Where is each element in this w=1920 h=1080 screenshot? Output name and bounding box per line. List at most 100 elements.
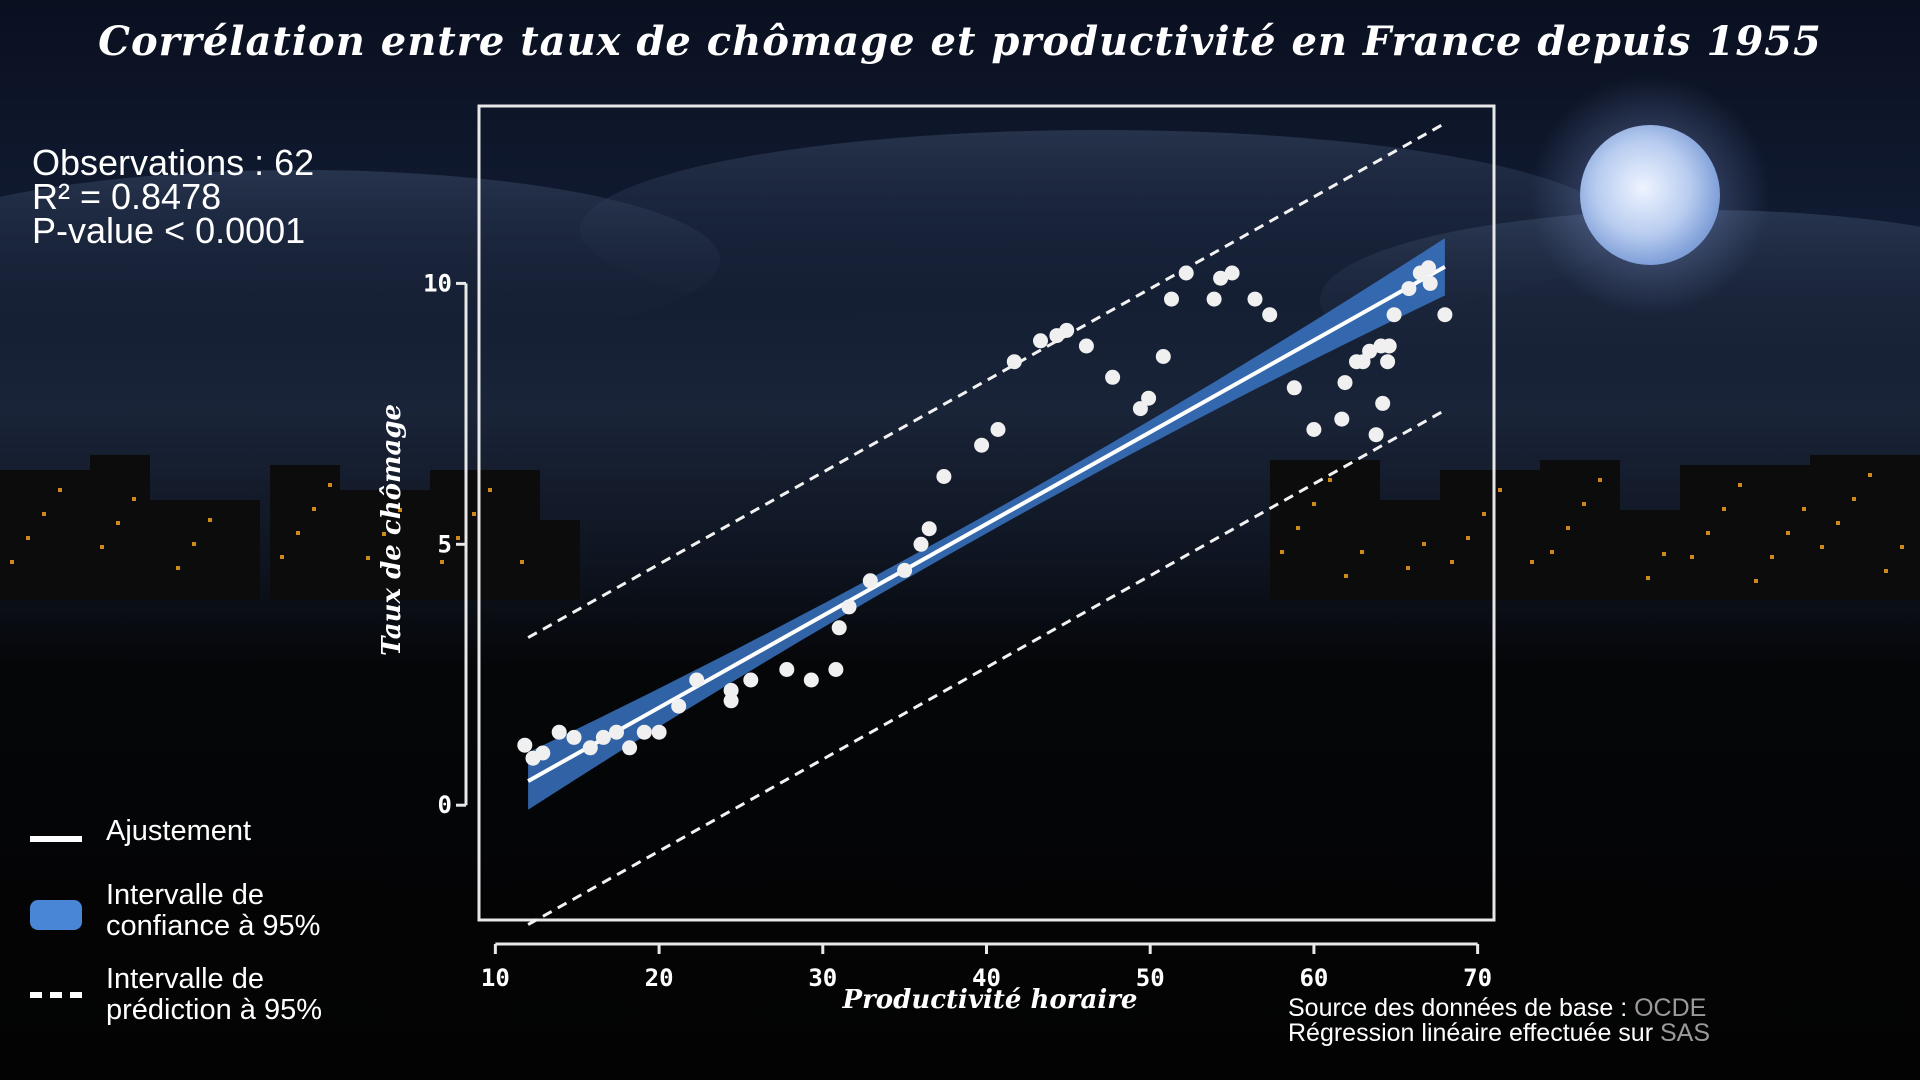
window-light — [1884, 569, 1888, 573]
window-light — [382, 532, 386, 536]
y-tick-label: 5 — [438, 530, 452, 558]
city-skyline — [0, 455, 1920, 600]
window-light — [192, 542, 196, 546]
data-point — [1422, 275, 1438, 291]
window-light — [1662, 552, 1666, 556]
window-light — [1802, 507, 1806, 511]
window-light — [1422, 542, 1426, 546]
cloud — [0, 170, 720, 350]
data-point — [636, 724, 652, 740]
data-point — [921, 521, 937, 537]
window-light — [1312, 502, 1316, 506]
building — [430, 470, 540, 600]
window-light — [1466, 536, 1470, 540]
building — [1270, 460, 1380, 600]
window-light — [1868, 473, 1872, 477]
y-axis: 0 5 10 — [423, 269, 468, 819]
x-axis: 10 20 30 40 50 60 70 — [481, 942, 1492, 992]
building — [1810, 455, 1920, 600]
window-light — [1406, 566, 1410, 570]
p-value: P-value < 0.0001 — [32, 210, 306, 251]
window-light — [1328, 478, 1332, 482]
data-point — [566, 729, 582, 745]
window-light — [116, 521, 120, 525]
data-point — [913, 536, 929, 552]
window-light — [1550, 550, 1554, 554]
data-point — [862, 573, 878, 589]
data-point — [1306, 422, 1322, 437]
building — [1540, 460, 1620, 600]
chart-title: Corrélation entre taux de chômage et pro… — [98, 18, 1822, 65]
data-point — [990, 422, 1006, 437]
source-note: Source des données de base : OCDE Régres… — [1288, 996, 1710, 1046]
window-light — [1900, 545, 1904, 549]
x-tick-label: 20 — [645, 964, 674, 992]
x-tick-label: 30 — [808, 964, 837, 992]
window-light — [488, 488, 492, 492]
building — [1620, 510, 1680, 600]
window-light — [1582, 502, 1586, 506]
building — [270, 465, 340, 600]
building — [540, 520, 580, 600]
window-light — [280, 555, 284, 559]
window-light — [208, 518, 212, 522]
building — [1680, 465, 1810, 600]
data-point — [743, 672, 759, 688]
y-tick-label: 0 — [438, 791, 452, 819]
window-light — [1482, 512, 1486, 516]
window-light — [296, 531, 300, 535]
window-light — [1450, 560, 1454, 564]
legend-label-prediction-line1: Intervalle de — [106, 963, 264, 995]
window-light — [1646, 576, 1650, 580]
source-oecd: OCDE — [1634, 994, 1707, 1022]
source-line-1: Source des données de base : OCDE — [1288, 996, 1710, 1021]
y-axis-label: Taux de chômage — [377, 404, 407, 656]
data-point — [897, 562, 913, 578]
window-light — [456, 536, 460, 540]
window-light — [1530, 560, 1534, 564]
source-sas: SAS — [1659, 1019, 1711, 1047]
data-point — [936, 469, 952, 484]
data-point — [1437, 307, 1453, 323]
window-light — [1566, 526, 1570, 530]
window-light — [1722, 507, 1726, 511]
confidence-band-swatch — [30, 900, 82, 930]
window-light — [1690, 555, 1694, 559]
data-point — [831, 620, 847, 636]
plot-frame — [477, 104, 1496, 922]
r-squared: R² = 0.8478 — [32, 176, 222, 217]
window-light — [1296, 526, 1300, 530]
data-point — [551, 724, 567, 740]
window-light — [472, 512, 476, 516]
data-point — [1206, 291, 1222, 307]
data-point — [1262, 307, 1278, 323]
data-point — [1368, 427, 1384, 443]
data-point — [828, 662, 844, 677]
data-point — [517, 737, 533, 753]
data-point — [1337, 375, 1353, 391]
window-light — [440, 560, 444, 564]
building — [90, 455, 150, 600]
prediction-interval — [527, 122, 1446, 926]
data-point — [1132, 401, 1148, 417]
window-light — [398, 508, 402, 512]
data-point — [1334, 411, 1350, 427]
data-point — [535, 745, 551, 761]
window-light — [1820, 545, 1824, 549]
data-point — [1178, 265, 1194, 281]
window-light — [312, 507, 316, 511]
window-light — [1280, 550, 1284, 554]
data-point — [1286, 380, 1302, 396]
legend-label-confidence: Intervalle de confiance à 95% — [106, 880, 406, 942]
window-light — [100, 545, 104, 549]
data-point — [1078, 338, 1094, 354]
data-point — [1421, 260, 1436, 276]
data-points — [517, 260, 1453, 766]
data-point — [841, 599, 857, 615]
data-point — [1213, 270, 1229, 286]
x-tick-label: 40 — [972, 964, 1001, 992]
data-point — [651, 724, 667, 740]
data-point — [582, 740, 598, 756]
y-tick-label: 10 — [423, 269, 452, 297]
